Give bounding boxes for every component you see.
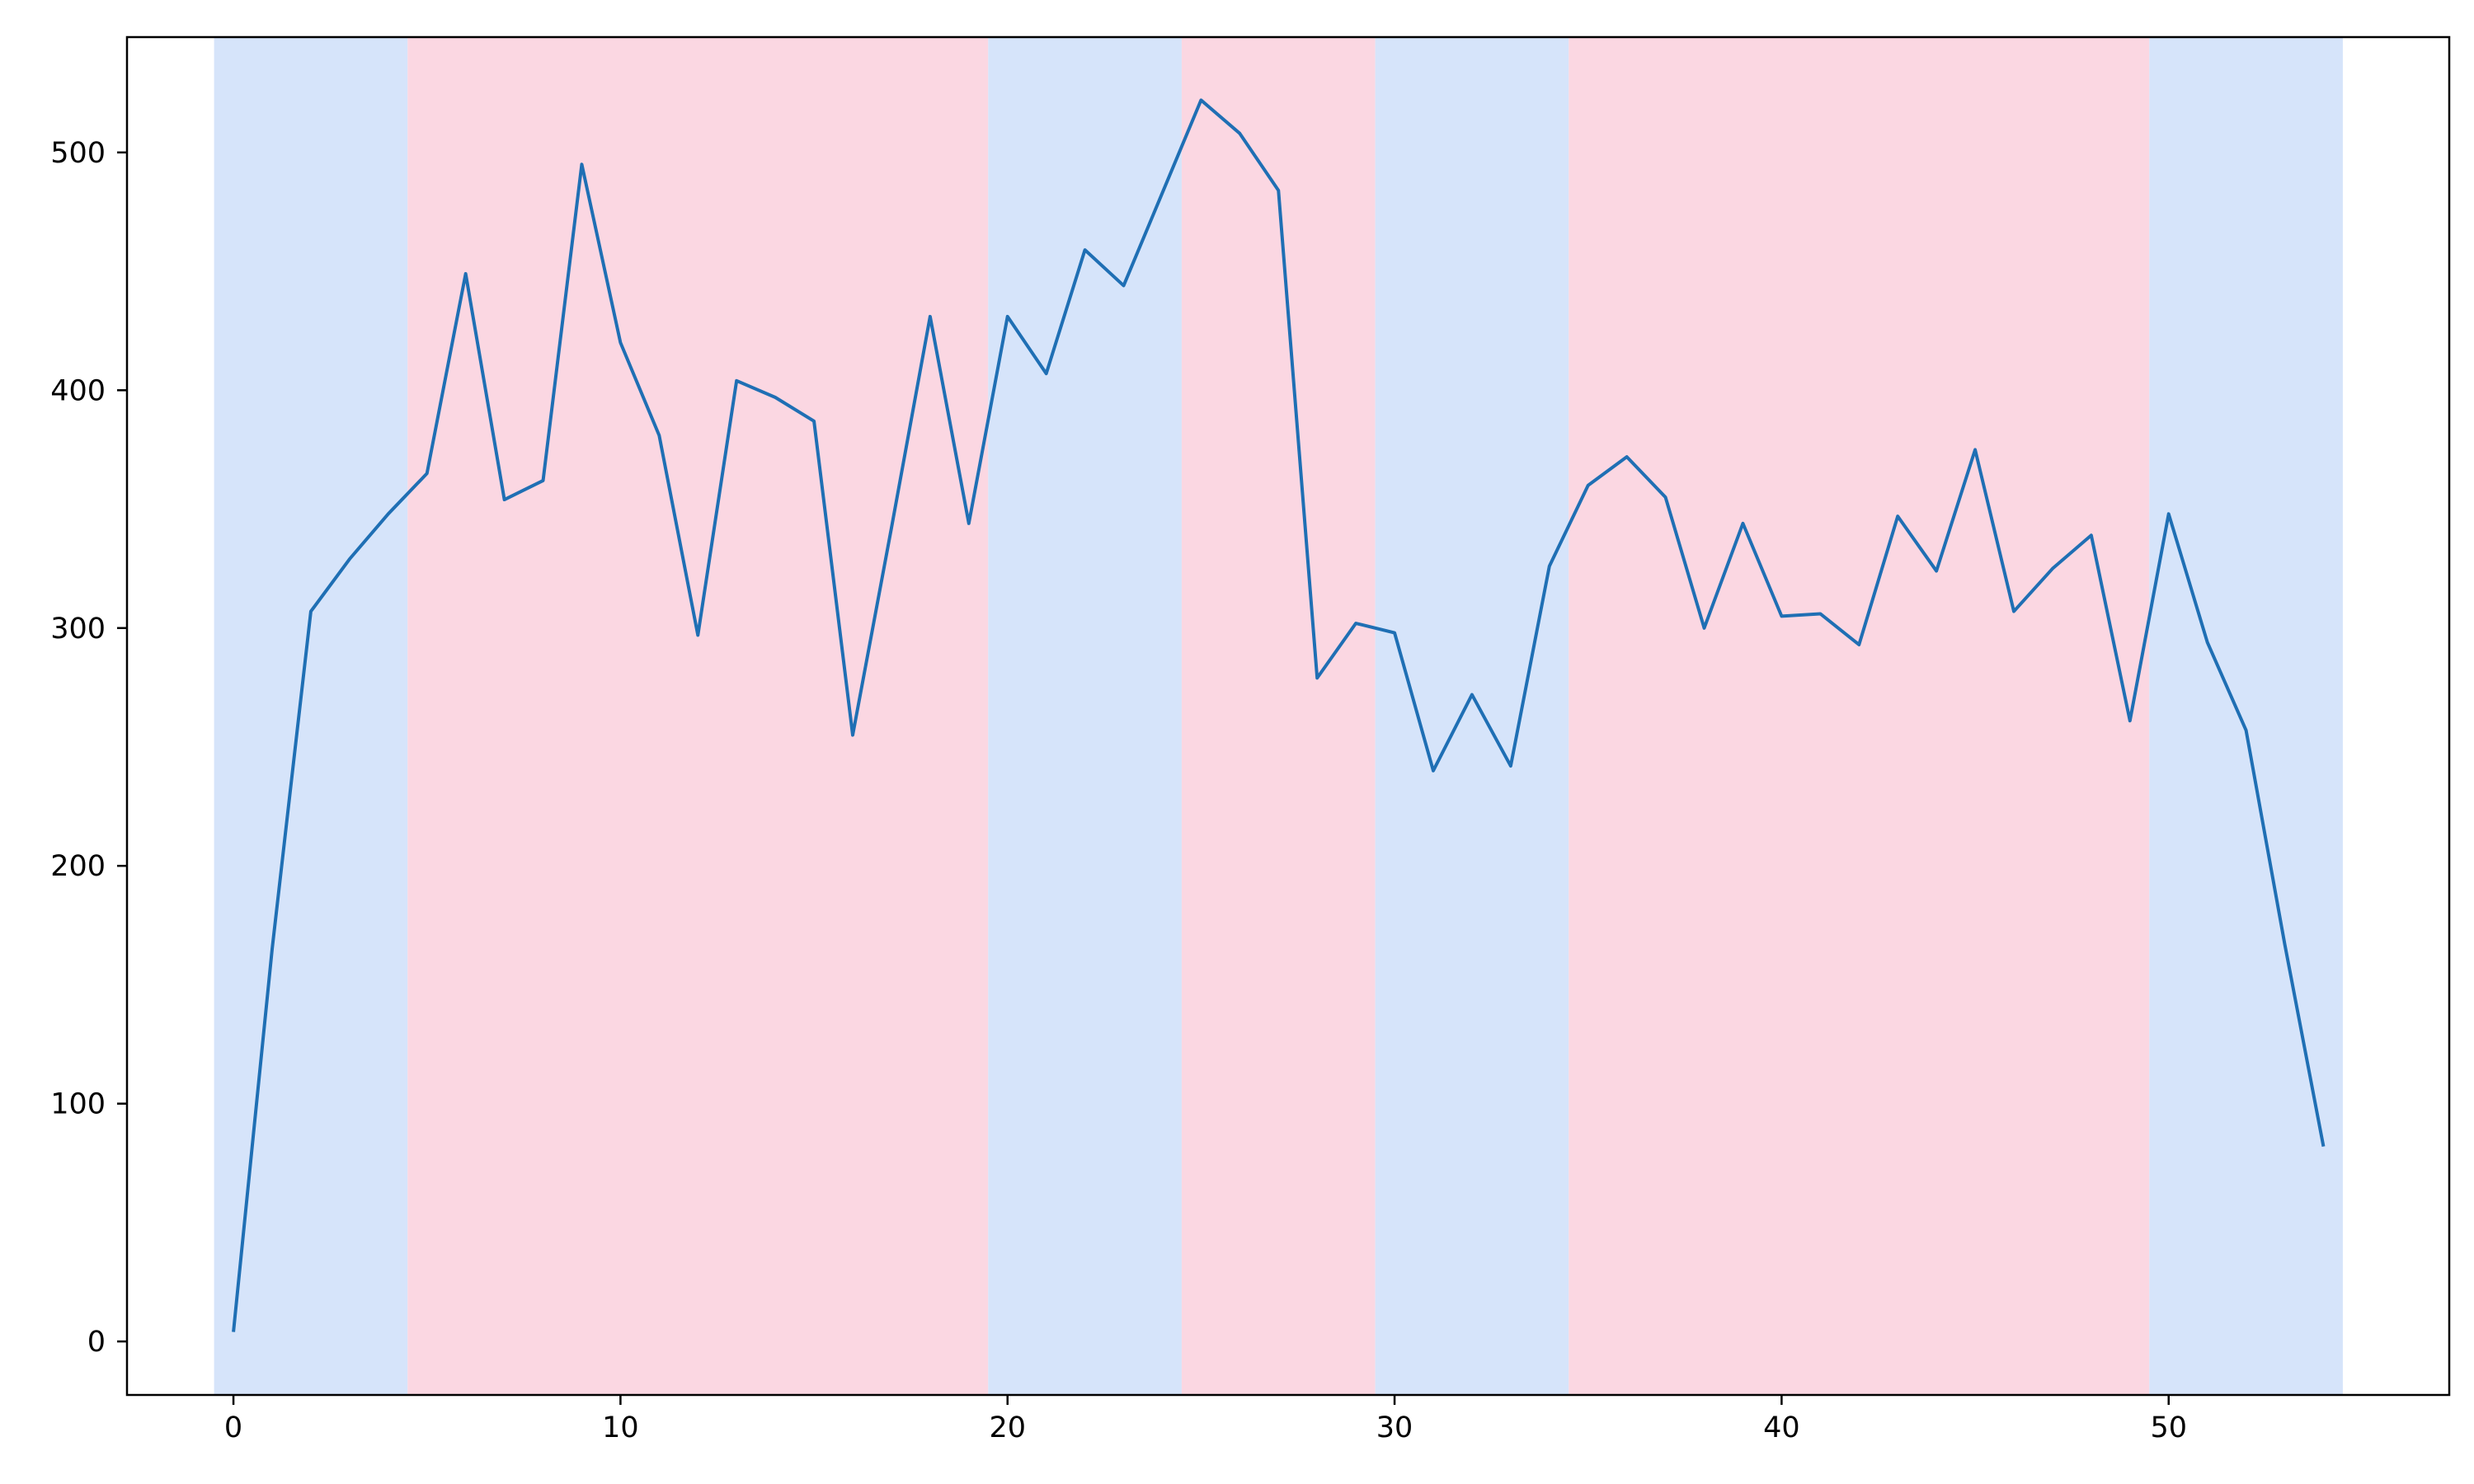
x-tick-label: 10	[602, 1411, 639, 1444]
band-2	[988, 37, 1182, 1395]
y-tick-label: 0	[87, 1326, 106, 1359]
data-series	[232, 98, 2326, 1332]
shaded-bands	[214, 37, 2343, 1395]
series-line-0	[232, 98, 2326, 1332]
band-1	[407, 37, 989, 1395]
y-tick-label: 100	[50, 1088, 106, 1121]
band-5	[1569, 37, 2150, 1395]
y-tick-label: 300	[50, 613, 106, 646]
band-4	[1375, 37, 1569, 1395]
y-tick-label: 400	[50, 374, 106, 407]
band-3	[1181, 37, 1376, 1395]
band-6	[2149, 37, 2343, 1395]
y-tick-label: 200	[50, 850, 106, 883]
plot-frame	[125, 35, 2451, 1397]
y-axis-ticks: 0 100 200 300 400 500	[50, 137, 127, 1359]
x-tick-label: 50	[2150, 1411, 2187, 1444]
x-tick-label: 0	[224, 1411, 242, 1444]
x-tick-label: 20	[989, 1411, 1026, 1444]
x-tick-label: 30	[1376, 1411, 1413, 1444]
y-tick-label: 500	[50, 137, 106, 170]
band-0	[214, 37, 408, 1395]
x-tick-label: 40	[1763, 1411, 1800, 1444]
x-axis-ticks: 0 10 20 30 40 50	[224, 1395, 2187, 1444]
